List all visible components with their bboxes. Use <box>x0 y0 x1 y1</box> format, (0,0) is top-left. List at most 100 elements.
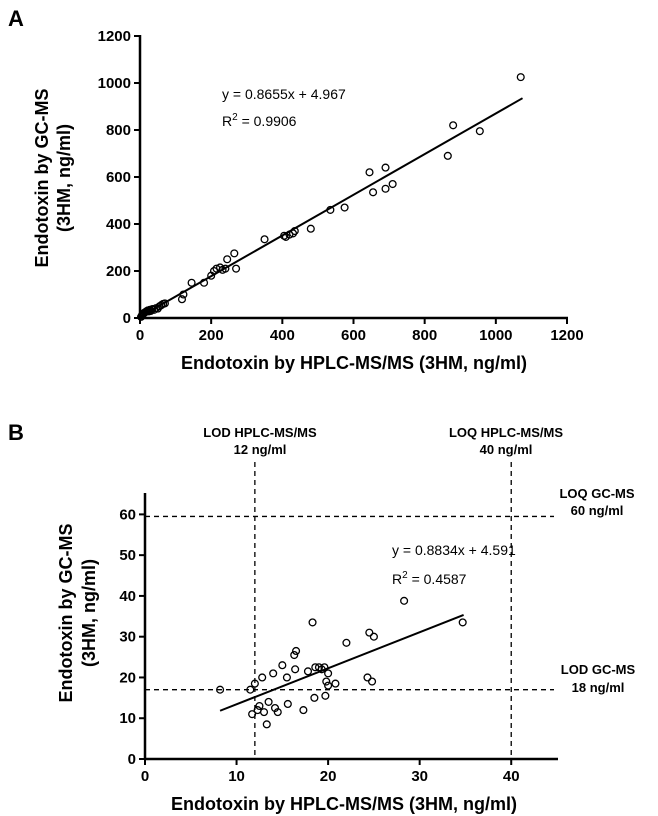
panel-b-data-point <box>369 632 378 641</box>
panel-a-y-axis-label-line1: Endotoxin by GC-MS <box>32 89 52 268</box>
panel-b-equation: y = 0.8834x + 4.591 <box>392 542 516 558</box>
panel-a-x-axis-label: Endotoxin by HPLC-MS/MS (3HM, ng/ml) <box>181 353 527 373</box>
panel-a-equation: y = 0.8655x + 4.967 <box>222 86 346 102</box>
panel-b-data-point <box>216 685 225 694</box>
panel-a: A 0 200 400 600 800 1000 1200 0 200 400 600 800 1000… <box>8 6 584 373</box>
panel-a-x-tick-label: 0 <box>136 327 144 344</box>
panel-b-data-point <box>283 699 292 709</box>
panel-a-data-point <box>260 235 269 244</box>
panel-b-data-point <box>291 665 300 674</box>
panel-b-y-tick-label: 60 <box>119 506 136 523</box>
panel-b-data-point <box>458 618 467 627</box>
panel-b-data-point <box>308 618 317 627</box>
panel-a-regression-line <box>139 97 524 318</box>
panel-b-data-point <box>321 691 330 700</box>
panel-b-data-point <box>324 681 333 690</box>
panel-b-y-tick-label: 10 <box>119 710 136 727</box>
lod-hplc-value: 12 ng/ml <box>234 442 287 457</box>
panel-b-data-point <box>273 708 282 717</box>
panel-b-x-tick-label: 0 <box>141 768 149 785</box>
panel-b-data-point <box>269 669 278 678</box>
panel-a-x-tick-label: 600 <box>341 327 366 344</box>
panel-b-data-point <box>324 669 333 678</box>
loq-hplc-value: 40 ng/ml <box>480 442 533 457</box>
panel-b-x-tick-label: 40 <box>503 768 520 785</box>
panel-b-regression-line <box>219 614 464 712</box>
panel-b-y-tick-label: 0 <box>128 751 136 768</box>
panel-a-x-tick-label: 1200 <box>550 327 583 344</box>
panel-a-data-point <box>449 121 458 130</box>
panel-a-data-point <box>381 184 390 193</box>
panel-b-data-point <box>246 685 255 694</box>
panel-a-y-tick-label: 1200 <box>98 28 131 45</box>
panel-a-x-tick-label: 200 <box>199 327 224 344</box>
panel-a-r-squared: R2 = 0.9906 <box>222 112 297 129</box>
panel-a-data-point <box>230 249 239 258</box>
panel-b-x-tick-label: 30 <box>411 768 428 785</box>
panel-b-data-point <box>258 673 267 682</box>
loq-gcms-value: 60 ng/ml <box>571 503 624 518</box>
panel-b-data-point <box>292 646 301 656</box>
panel-b-data-point <box>250 679 259 688</box>
panel-a-data-point <box>232 264 241 273</box>
panel-b-data-point <box>248 710 257 719</box>
panel-a-y-axis-label-line2: (3HM, ng/ml) <box>54 124 74 232</box>
panel-a-data-point <box>187 278 196 287</box>
panel-b-y-axis-label-line1: Endotoxin by GC-MS <box>56 524 76 703</box>
panel-a-data-point <box>221 264 230 273</box>
panel-a-y-tick-label: 1000 <box>98 75 131 92</box>
panel-a-x-tick-label: 800 <box>412 327 437 344</box>
panel-b-y-tick-label: 50 <box>119 547 136 564</box>
panel-b-data-point <box>259 708 269 717</box>
panel-a-y-tick-label: 400 <box>106 216 131 233</box>
panel-b-data-point <box>368 677 377 686</box>
loq-gcms-label: LOQ GC-MS <box>559 486 634 501</box>
panel-b-data-point <box>264 697 273 706</box>
panel-b-data-point <box>290 650 299 660</box>
panel-a-data-point <box>306 224 315 233</box>
panel-a-x-tick-label: 1000 <box>479 327 512 344</box>
panel-b-data-point <box>278 661 287 670</box>
panel-b-data-point <box>365 628 374 637</box>
panel-a-y-tick-label: 0 <box>123 310 131 327</box>
panel-b-data-point <box>303 667 313 676</box>
lod-gcms-value: 18 ng/ml <box>572 680 625 695</box>
lod-gcms-label: LOD GC-MS <box>561 662 636 677</box>
panel-b-data-point <box>400 596 409 605</box>
panel-a-x-tick-label: 400 <box>270 327 295 344</box>
panel-b-data-point <box>282 673 291 682</box>
panel-b-r-superscript: 2 <box>402 570 408 581</box>
panel-b-data-point <box>322 677 331 686</box>
panel-b-r-value: = 0.4587 <box>408 571 467 587</box>
panel-b-data-point <box>262 720 271 729</box>
panel-a-data-point <box>369 188 378 197</box>
panel-a-y-tick-label: 200 <box>106 263 131 280</box>
panel-a-data-point <box>365 168 374 177</box>
loq-hplc-label: LOQ HPLC-MS/MS <box>449 425 563 440</box>
panel-a-letter: A <box>8 6 24 31</box>
panel-a-y-tick-label: 600 <box>106 169 131 186</box>
panel-b-x-axis-label: Endotoxin by HPLC-MS/MS (3HM, ng/ml) <box>171 794 517 814</box>
panel-a-data-point <box>388 180 397 189</box>
panel-a-data-point <box>443 151 452 160</box>
panel-b-data-point <box>255 701 264 711</box>
panel-a-data-point <box>223 255 232 264</box>
panel-b-data-point <box>363 673 372 682</box>
panel-a-r-label: R <box>222 113 232 129</box>
panel-b-r-squared: R2 = 0.4587 <box>392 570 467 587</box>
panel-a-data-point <box>340 203 349 212</box>
panel-b-x-tick-label: 20 <box>320 768 337 785</box>
panel-a-data-point <box>475 127 484 136</box>
panel-b-y-tick-label: 20 <box>119 669 136 686</box>
panel-b-r-label: R <box>392 571 402 587</box>
panel-a-data-point <box>177 295 187 304</box>
panel-a-data-point <box>381 163 390 172</box>
panel-b-x-tick-label: 10 <box>228 768 245 785</box>
lod-hplc-label: LOD HPLC-MS/MS <box>203 425 317 440</box>
panel-b-letter: B <box>8 420 24 445</box>
panel-b-data-point <box>310 693 319 702</box>
panel-b-data-point <box>331 679 340 688</box>
panel-a-r-superscript: 2 <box>232 112 238 123</box>
panel-a-r-value: = 0.9906 <box>238 113 297 129</box>
